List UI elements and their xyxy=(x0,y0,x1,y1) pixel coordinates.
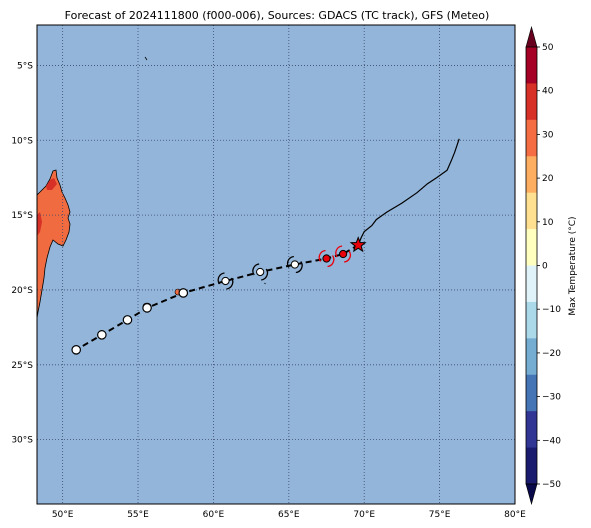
latitude-tick-label: 10°S xyxy=(11,136,33,146)
cyclone-symbol-arc xyxy=(226,277,234,290)
map-grid xyxy=(37,25,515,504)
colorbar-tick-label: 50 xyxy=(542,43,554,53)
cyclone-symbol-arc xyxy=(327,255,335,268)
colorbar-label: Max Temperature (°C) xyxy=(568,216,578,315)
colorbar-tick-label: −10 xyxy=(542,305,561,315)
low-forecast-point xyxy=(178,288,189,298)
colorbar-segment xyxy=(526,265,537,303)
low-forecast-point xyxy=(142,303,152,313)
colorbar-segment xyxy=(526,83,537,121)
colorbar-tick-label: 30 xyxy=(542,130,554,140)
colorbar-segment xyxy=(526,47,537,84)
latitude-tick-label: 25°S xyxy=(11,361,33,371)
colorbar-tick-label: −40 xyxy=(542,436,561,446)
colorbar: 50 40 30 20 10 0 −10 −20 −30 −40 −50 Max Temperatu… xyxy=(525,25,578,506)
cyclone-symbol-arc xyxy=(335,245,343,258)
cyclone-forecast-point xyxy=(256,267,265,277)
cyclone-symbol-arc xyxy=(318,249,326,262)
cyclone-symbol-arc xyxy=(286,255,294,268)
latitude-tick-label: 30°S xyxy=(11,436,33,446)
cyclone-symbol-arc xyxy=(252,263,260,276)
cyclone-forecast-point xyxy=(290,260,299,269)
cyclone-markers xyxy=(71,236,367,355)
madagascar-hot-spot xyxy=(37,212,42,236)
colorbar-segments xyxy=(525,25,538,506)
cyclone-symbol-arc xyxy=(343,250,352,263)
colorbar-segment xyxy=(526,447,537,485)
longitude-tick-label: 75°E xyxy=(429,510,451,520)
island-rodrigues xyxy=(263,282,267,285)
colorbar-tick-label: 20 xyxy=(542,174,554,184)
colorbar-tick-label: −20 xyxy=(542,349,561,359)
colorbar-segment xyxy=(526,119,537,157)
island-seychelles xyxy=(144,56,148,61)
cyclone-forecast-point xyxy=(322,254,331,263)
map-title: Forecast of 2024111800 (f000-006), Sourc… xyxy=(65,9,490,22)
colorbar-segment xyxy=(526,192,537,230)
cyclone-forecast-point xyxy=(339,249,348,259)
longitude-ticks: 50°E 55°E 60°E 65°E 70°E 75°E 80°E xyxy=(52,510,526,520)
latitude-tick-label: 20°S xyxy=(11,286,33,296)
current-position-star-icon xyxy=(349,236,367,253)
colorbar-tick-label: 0 xyxy=(542,262,548,272)
longitude-tick-label: 60°E xyxy=(203,510,225,520)
latitude-tick-label: 15°S xyxy=(11,211,33,221)
low-forecast-point xyxy=(122,315,133,325)
colorbar-extend-min xyxy=(525,483,538,506)
low-forecast-point xyxy=(71,345,82,355)
cyclone-forecast-point xyxy=(221,276,230,286)
colorbar-tick-label: −50 xyxy=(542,480,561,490)
ocean-background xyxy=(37,25,515,504)
cyclone-symbol-arc xyxy=(217,272,225,285)
low-forecast-point xyxy=(97,330,107,340)
colorbar-segment xyxy=(526,411,537,449)
colorbar-segment xyxy=(526,374,537,412)
colorbar-ticks: 50 40 30 20 10 0 −10 −20 −30 −40 −50 xyxy=(537,43,561,490)
longitude-tick-label: 65°E xyxy=(278,510,300,520)
colorbar-segment xyxy=(526,229,537,266)
cyclone-tracks xyxy=(75,138,460,351)
colorbar-segment xyxy=(526,301,537,339)
cyclone-symbol-arc xyxy=(295,261,303,274)
colorbar-tick-label: 10 xyxy=(542,218,554,228)
madagascar-hot-spot xyxy=(46,178,57,190)
madagascar-landmass xyxy=(36,169,71,319)
longitude-tick-label: 70°E xyxy=(353,510,375,520)
longitude-tick-label: 80°E xyxy=(504,510,526,520)
cyclone-symbol-arc xyxy=(261,268,269,281)
colorbar-extend-max xyxy=(525,25,538,48)
longitude-tick-label: 55°E xyxy=(127,510,149,520)
forecast-track-line xyxy=(75,244,359,351)
longitude-tick-label: 50°E xyxy=(52,510,74,520)
latitude-tick-label: 5°S xyxy=(17,61,33,71)
colorbar-tick-label: −30 xyxy=(542,393,561,403)
map-panel xyxy=(36,24,516,505)
map-frame xyxy=(36,24,516,505)
madagascar-land xyxy=(36,169,71,319)
colorbar-tick-label: 40 xyxy=(542,87,554,97)
observed-track-line xyxy=(357,138,460,246)
colorbar-segment xyxy=(526,156,537,194)
latitude-ticks: 5°S 10°S 15°S 20°S 25°S 30°S xyxy=(11,61,33,445)
colorbar-segment xyxy=(526,338,537,376)
